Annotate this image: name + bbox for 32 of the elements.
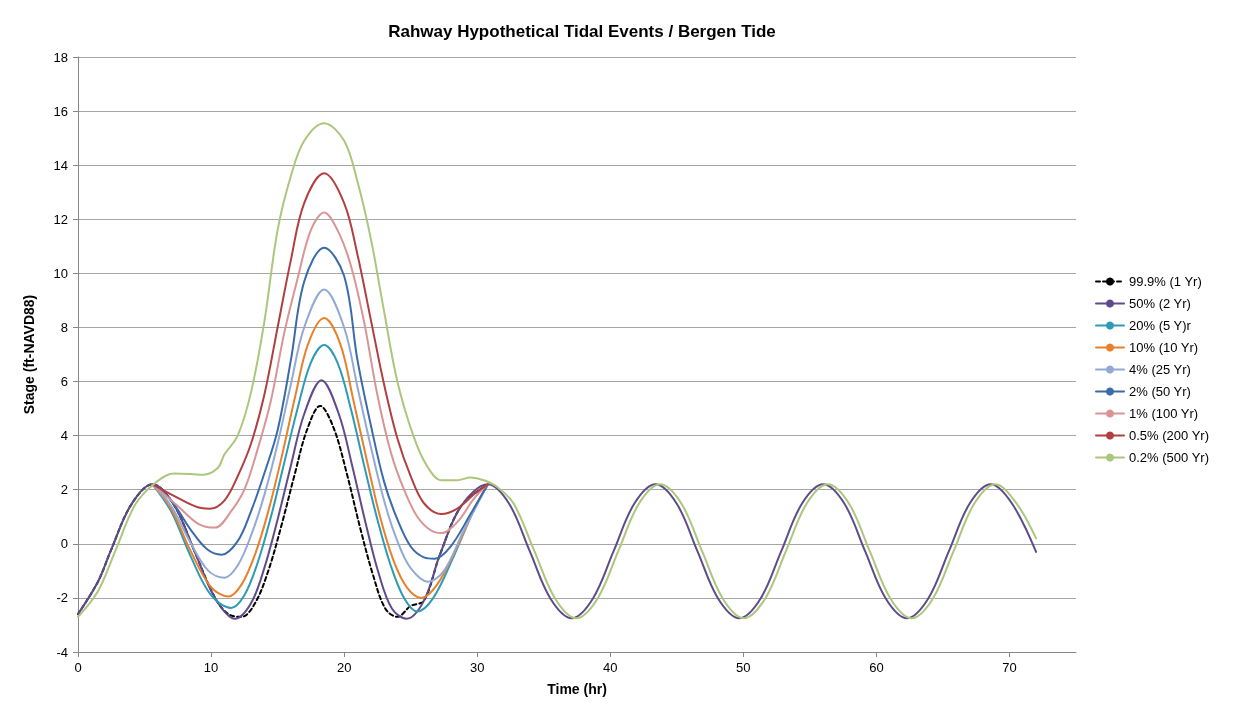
legend-label: 20% (5 Y)r [1129,318,1192,333]
legend-label: 2% (50 Yr) [1129,384,1191,399]
x-axis-title: Time (hr) [547,681,607,697]
x-tick-label: 30 [469,660,485,675]
x-tick-label: 10 [203,660,219,675]
x-tick-label: 40 [603,660,618,675]
y-tick-label: 12 [53,211,68,227]
chart-title: Rahway Hypothetical Tidal Events / Bergen Tide [388,22,776,41]
legend-label: 10% (10 Yr) [1129,340,1199,355]
y-tick-label: 14 [53,157,68,173]
legend-label: 4% (25 Yr) [1129,362,1191,377]
legend-label: 0.5% (200 Yr) [1129,428,1209,443]
y-tick-label: 0 [60,536,68,552]
x-tick-label: 0 [74,660,82,675]
y-tick-label: 2 [60,482,68,498]
y-tick-label: 8 [60,319,68,335]
y-tick-label: 6 [60,374,68,390]
legend-label: 50% (2 Yr) [1129,296,1191,311]
x-tick-label: 70 [1002,660,1017,675]
x-tick-label: 60 [869,660,884,675]
y-tick-label: 4 [60,428,68,444]
x-tick-label: 50 [736,660,751,675]
legend-label: 0.2% (500 Yr) [1129,450,1209,465]
y-tick-label: 16 [53,103,68,119]
y-tick-label: -2 [56,590,68,606]
legend-label: 99.9% (1 Yr) [1129,274,1202,289]
y-tick-label: 10 [53,265,68,281]
y-tick-label: 18 [53,49,68,65]
y-tick-label: -4 [56,644,68,660]
legend-label: 1% (100 Yr) [1129,406,1199,421]
y-axis-title: Stage (ft-NAVD88) [21,294,37,415]
x-tick-label: 20 [336,660,352,675]
